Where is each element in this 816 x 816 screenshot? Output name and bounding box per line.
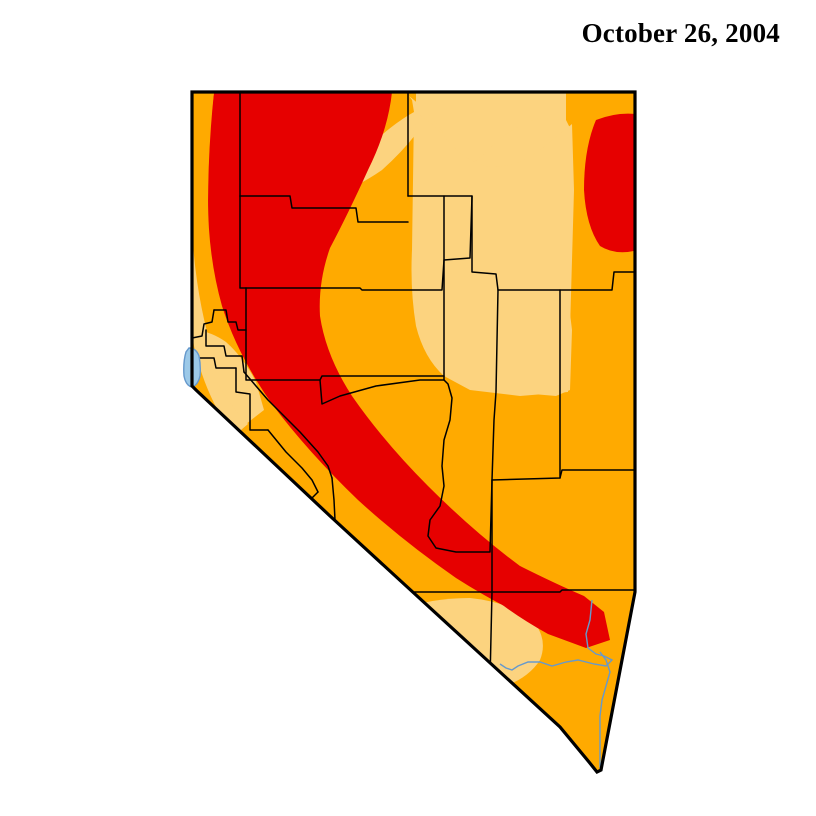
county-line-lyon-mineral <box>243 371 333 479</box>
drought-area-d3-east-blob <box>584 113 635 253</box>
county-line-douglas-north <box>192 357 237 369</box>
county-line-mineral-esmeralda <box>267 429 319 493</box>
county-line-carson-city <box>205 329 245 373</box>
county-line-churchill-west <box>213 309 247 331</box>
lake-mead-water <box>499 599 614 671</box>
colorado-river-water <box>599 651 611 768</box>
drought-area-d3-southeast-tail <box>486 566 610 648</box>
county-line-pershing-west <box>239 195 247 289</box>
drought-area-d0-main <box>411 112 574 396</box>
county-line-storey-cluster <box>192 309 215 339</box>
county-line-humboldt-south <box>239 195 409 223</box>
nevada-state-outline <box>190 90 637 775</box>
page-title: October 26, 2004 <box>581 18 780 48</box>
county-line-clark-north <box>491 589 635 593</box>
county-line-lincoln-north <box>491 469 635 481</box>
drought-area-d0-carson-valley <box>196 330 264 424</box>
county-line-douglas-lyon <box>235 367 269 431</box>
county-line-nye-north <box>319 289 499 553</box>
county-boundaries <box>192 92 635 701</box>
drought-area-d3-main-band <box>208 92 602 640</box>
drought-severity-layers <box>192 92 635 772</box>
